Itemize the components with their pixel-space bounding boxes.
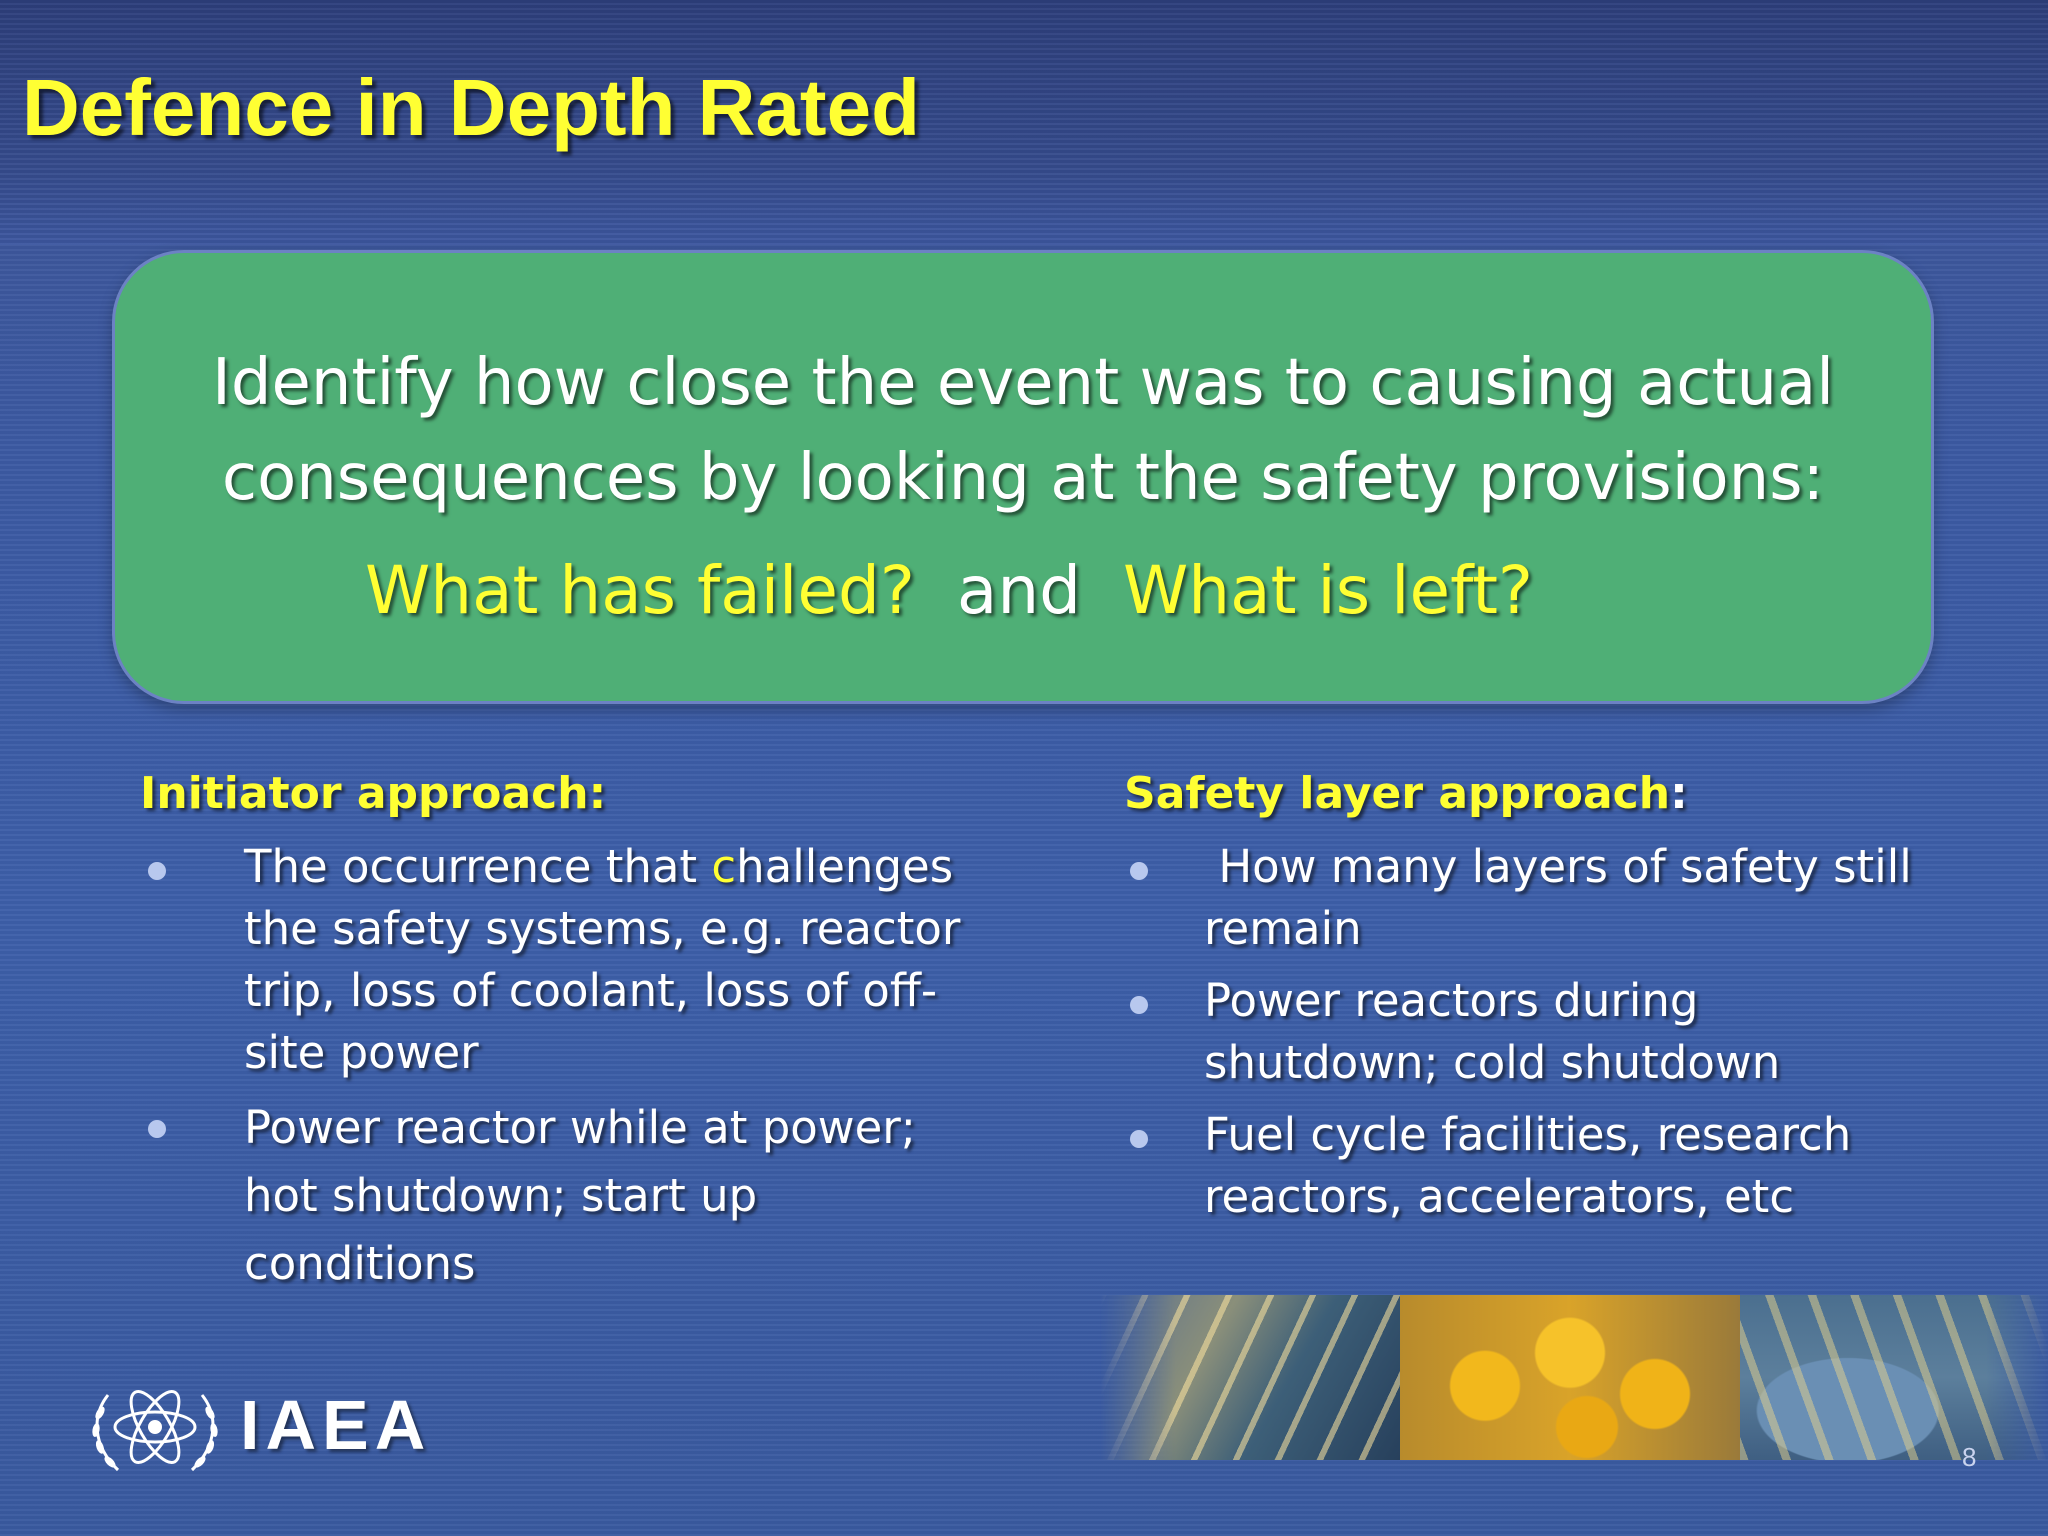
photo-fuel-pool <box>1100 1295 1400 1460</box>
bullet-dot-icon <box>1130 996 1148 1014</box>
header-band <box>0 0 2048 245</box>
bullet-text-highlight: c <box>711 840 737 893</box>
safety-layer-heading-colon: : <box>1670 768 1688 819</box>
question-what-has-failed: What has failed? <box>365 552 915 629</box>
list-item: Power reactors during shutdown; cold shu… <box>1124 970 1944 1094</box>
iaea-logo-text: IAEA <box>240 1386 432 1464</box>
iaea-logo: IAEA <box>80 1375 440 1485</box>
bullet-dot-icon <box>1130 1130 1148 1148</box>
safety-layer-bullet-list: How many layers of safety still remain P… <box>1124 836 1944 1228</box>
photo-reactor-hall <box>1740 1295 2048 1460</box>
bullet-dot-icon <box>148 1120 166 1138</box>
initiator-approach-column: Initiator approach: The occurrence that … <box>140 760 1000 1308</box>
callout-line-2: consequences by looking at the safety pr… <box>221 441 1825 515</box>
safety-layer-approach-heading: Safety layer approach: <box>1124 760 1944 828</box>
list-item: How many layers of safety still remain <box>1124 836 1944 960</box>
bullet-text: Power reactors during shutdown; cold shu… <box>1204 974 1781 1089</box>
question-connector: and <box>956 552 1082 629</box>
initiator-bullet-list: The occurrence that challenges the safet… <box>140 836 1000 1298</box>
list-item: Fuel cycle facilities, research reactors… <box>1124 1104 1944 1228</box>
bullet-text: How many layers of safety still remain <box>1204 840 1927 955</box>
bullet-dot-icon <box>1130 862 1148 880</box>
page-number: 8 <box>1962 1442 1977 1472</box>
atom-olive-wreath-icon <box>92 1390 218 1472</box>
bullet-text: The occurrence that challenges the safet… <box>140 836 1000 1084</box>
question-what-is-left: What is left? <box>1123 552 1534 629</box>
bullet-text-start: The occurrence that <box>244 840 712 893</box>
slide-title: Defence in Depth Rated <box>22 63 920 152</box>
list-item: Power reactor while at power; hot shutdo… <box>140 1094 1000 1298</box>
bullet-text: Fuel cycle facilities, research reactors… <box>1204 1108 1852 1223</box>
facility-photo-strip <box>1100 1295 2048 1460</box>
initiator-approach-heading: Initiator approach: <box>140 768 607 819</box>
list-item: The occurrence that challenges the safet… <box>140 836 1000 1084</box>
bullet-text-rest: hallenges the safety systems, e.g. react… <box>244 840 961 1079</box>
callout-box: Identify how close the event was to caus… <box>112 250 1934 704</box>
photo-yellow-drums <box>1400 1295 1740 1460</box>
callout-line-1: Identify how close the event was to caus… <box>211 346 1835 420</box>
callout-questions: What has failed? and What is left? <box>365 551 1533 631</box>
safety-layer-approach-column: Safety layer approach: How many layers o… <box>1124 760 1944 1238</box>
bullet-text: Power reactor while at power; hot shutdo… <box>244 1101 916 1290</box>
bullet-dot-icon <box>148 862 166 880</box>
safety-layer-heading-text: Safety layer approach <box>1124 768 1671 819</box>
